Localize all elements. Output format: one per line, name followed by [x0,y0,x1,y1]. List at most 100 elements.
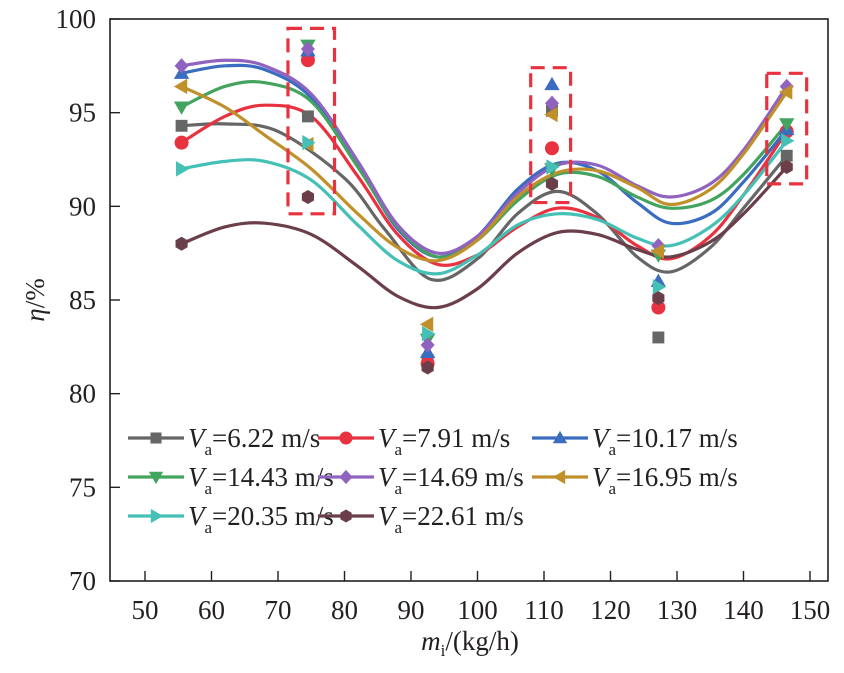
fit-curves [179,58,789,310]
x-tick-label: 110 [524,595,564,625]
data-point [544,95,559,111]
x-axis: 50 60 70 80 90 100 110 120 130 140 150 [132,571,831,625]
legend-label-var: V [188,501,208,531]
data-point [780,159,793,174]
legend-label: Va=20.35 m/s [188,501,334,537]
data-point [175,119,188,132]
x-tick-label: 50 [132,595,159,625]
x-tick-label: 150 [790,595,831,625]
data-point [546,159,560,175]
y-tick-label: 75 [69,472,96,502]
legend-label-value: =14.43 m/s [212,462,334,492]
data-point [652,279,667,295]
legend-item-8: Va=22.61 m/s [318,501,524,537]
data-point [652,331,665,344]
data-point [301,110,314,123]
data-point [544,106,558,123]
y-axis-title: η/% [20,278,50,321]
y-tick-label: 70 [69,566,96,596]
data-point [422,326,436,342]
legend-label-var: V [188,462,208,492]
data-point [300,53,315,68]
legend-item-6: Va=16.95 m/s [532,462,738,498]
legend-label: Va=22.61 m/s [378,501,524,537]
highlight-box-3 [765,71,809,186]
legend-label-value: =22.61 m/s [402,501,524,531]
x-tick-label: 70 [265,595,292,625]
y-axis: 70 75 80 85 90 95 100 [56,4,120,596]
x-tick-label: 130 [657,595,698,625]
legend-label: Va=6.22 m/s [188,423,320,459]
legend-label: Va=10.17 m/s [592,423,738,459]
data-point [420,337,435,353]
legend-item-3: Va=10.17 m/s [532,423,738,459]
legend-item-2: Va=7.91 m/s [318,423,510,459]
x-axis-title-unit: /(kg/h) [445,626,519,656]
y-axis-title-unit: /% [20,278,50,308]
data-point [652,291,665,306]
legend-marker [150,508,164,524]
legend-marker [339,431,353,445]
x-axis-title: mi/(kg/h) [421,626,519,660]
data-point [779,84,793,100]
x-axis-title-sub: i [441,641,446,660]
x-tick-label: 90 [398,595,425,625]
series-7-markers [175,133,795,342]
highlight-boxes [286,26,809,216]
x-tick-label: 60 [198,595,225,625]
data-point [174,58,189,74]
y-tick-label: 100 [56,4,97,34]
legend-label-var: V [378,462,398,492]
legend-item-4: Va=14.43 m/s [128,462,334,498]
series-2-markers [174,53,794,371]
legend-marker [552,469,566,485]
legend-label-var: V [378,423,398,453]
legend-label-sub: a [609,440,617,459]
legend-label-sub: a [395,518,403,537]
y-axis-title-main: η [20,308,50,321]
data-point [544,76,560,91]
legend-label-var: V [188,423,208,453]
data-point [301,189,314,204]
legend-label-sub: a [205,440,213,459]
fit-curve-8 [179,165,789,310]
legend-item-5: Va=14.69 m/s [318,462,524,498]
x-axis-title-main: m [421,626,441,656]
legend-marker [340,509,352,523]
legend-item-1: Va=6.22 m/s [128,423,320,459]
legend-label-var: V [592,423,612,453]
x-tick-label: 80 [331,595,358,625]
y-tick-label: 80 [69,379,96,409]
data-point [302,134,316,151]
legend-label-value: =6.22 m/s [212,423,320,453]
data-point [173,101,190,115]
data-point [421,360,434,375]
data-point [419,316,434,333]
legend-label-value: =10.17 m/s [616,423,738,453]
legend-label-sub: a [205,518,213,537]
y-tick-label: 95 [69,98,96,128]
legend-label-sub: a [395,479,403,498]
data-point [174,135,189,150]
data-point [173,78,188,95]
highlight-box-1 [286,26,337,216]
legend-label-value: =14.69 m/s [402,462,524,492]
data-point [781,133,795,149]
legend: Va=6.22 m/s Va=7.91 m/s Va=10.17 m/sVa=14.… [128,423,738,537]
legend-label-sub: a [205,479,213,498]
legend-label-var: V [378,501,398,531]
legend-marker [552,430,568,444]
data-point [300,41,315,57]
data-point [651,300,666,315]
x-tick-label: 100 [457,595,498,625]
legend-marker [339,469,353,485]
legend-label-value: =16.95 m/s [616,462,738,492]
legend-label: Va=7.91 m/s [378,423,510,459]
legend-label: Va=14.69 m/s [378,462,524,498]
fit-curve-5 [179,58,789,255]
data-point [779,118,795,132]
fit-curve-1 [179,122,789,282]
y-tick-label: 85 [69,285,96,315]
data-point [545,176,559,191]
